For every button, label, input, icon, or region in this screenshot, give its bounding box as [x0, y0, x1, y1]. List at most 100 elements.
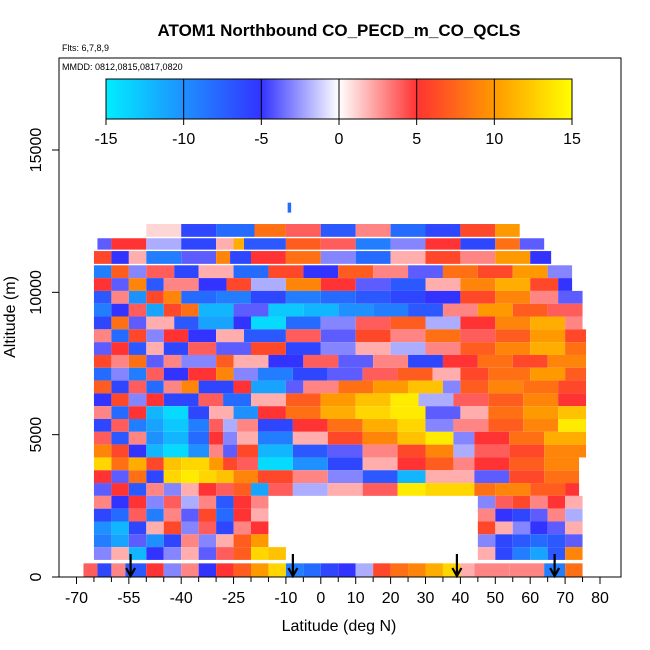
heatmap-cell: [523, 406, 559, 420]
heatmap-cell: [268, 547, 286, 560]
heatmap-cell: [251, 393, 286, 407]
heatmap-cell: [303, 354, 339, 368]
heatmap-cell: [198, 380, 234, 394]
heatmap-cell: [111, 534, 129, 548]
heatmap-cell: [93, 393, 112, 407]
heatmap-cell: [474, 431, 510, 445]
heatmap-cell: [373, 380, 409, 394]
heatmap-cell: [198, 508, 217, 522]
heatmap-cell: [355, 238, 391, 250]
arrow-head: [549, 567, 561, 579]
heatmap-cell: [460, 278, 496, 291]
heatmap-cell: [128, 508, 147, 522]
heatmap-cell: [251, 483, 269, 496]
heatmap-cell: [320, 238, 356, 250]
heatmap-cell: [254, 224, 286, 237]
heatmap-cell: [544, 457, 580, 471]
heatmap-cell: [355, 278, 391, 291]
heatmap-cell: [292, 431, 328, 445]
heatmap-cell: [83, 563, 98, 577]
heatmap-cell: [93, 419, 112, 432]
heatmap-cell: [233, 316, 251, 330]
flight-markers: [125, 554, 561, 579]
heatmap-cell: [509, 431, 545, 445]
heatmap-cell: [425, 251, 461, 264]
heatmap-cell: [418, 393, 454, 407]
chart-title: ATOM1 Northbound CO_PECD_m_CO_QCLS: [157, 21, 520, 40]
heatmap-cell: [338, 303, 374, 317]
heatmap-cell: [146, 238, 182, 250]
heatmap-cell: [268, 483, 293, 496]
heatmap-cell: [111, 444, 129, 458]
heatmap-cell: [163, 393, 199, 407]
heatmap-cell: [355, 224, 391, 237]
heatmap-cell: [477, 521, 496, 535]
heatmap-cell: [425, 457, 454, 471]
heatmap-cell: [544, 431, 587, 445]
heatmap-cell: [128, 495, 147, 509]
heatmap-cell: [146, 224, 182, 237]
heatmap-cell: [93, 380, 112, 394]
heatmap-cell: [233, 238, 245, 250]
heatmap-cell: [216, 224, 255, 237]
dates-label: MMDD: 0812,0815,0817,0820: [62, 62, 183, 72]
heatmap-cell: [111, 508, 129, 522]
heatmap-cell: [181, 534, 199, 548]
heatmap-cell: [268, 303, 304, 317]
heatmap-cell: [146, 393, 164, 407]
heatmap-cell: [181, 457, 210, 471]
heatmap-cell: [128, 470, 147, 484]
heatmap-cell: [425, 483, 475, 496]
heatmap-cell: [128, 380, 147, 394]
heatmap-cell: [163, 483, 182, 496]
heatmap-cell: [198, 316, 234, 330]
heatmap-cell: [251, 251, 286, 264]
arrow-head: [287, 567, 299, 579]
heatmap-cell: [285, 316, 321, 330]
heatmap-cell: [425, 342, 461, 355]
heatmap-cell: [146, 470, 164, 484]
heatmap-cell: [257, 457, 293, 471]
heatmap-cell: [251, 508, 269, 522]
heatmap-cell: [181, 224, 217, 237]
heatmap-cell: [198, 534, 217, 548]
heatmap-cell: [292, 367, 328, 381]
heatmap-cell: [237, 444, 258, 458]
heatmap-cell: [565, 534, 583, 548]
colorbar-tick-label: 10: [485, 131, 503, 148]
heatmap-cell: [93, 444, 112, 458]
heatmap-cell: [198, 265, 234, 279]
colorbar-tick-label: 15: [563, 131, 581, 148]
heatmap-cell: [93, 483, 112, 496]
heatmap-cell: [373, 303, 409, 317]
heatmap-cell: [233, 508, 251, 522]
heatmap-cell: [425, 419, 454, 432]
heatmap-cell: [495, 483, 531, 496]
heatmap-cell: [188, 444, 210, 458]
heatmap-cell: [530, 534, 548, 548]
heatmap-cell: [93, 290, 112, 304]
flight-marker-arrow: [125, 554, 137, 579]
heatmap-cell: [397, 483, 426, 496]
heatmap-cell: [233, 470, 258, 484]
heatmap-cell: [287, 202, 292, 213]
heatmap-cell: [425, 431, 454, 445]
heatmap-cell: [251, 521, 269, 535]
heatmap-cell: [285, 393, 321, 407]
heatmap-cell: [93, 534, 112, 548]
heatmap-cell: [146, 329, 164, 343]
flight-marker-arrow: [549, 554, 561, 579]
heatmap-cell: [146, 303, 164, 317]
heatmap-cell: [565, 508, 583, 522]
heatmap-cell: [390, 563, 409, 577]
heatmap-cell: [93, 406, 112, 420]
x-tick-label: 0: [316, 590, 325, 607]
heatmap-cell: [146, 444, 164, 458]
heatmap-cell: [390, 406, 426, 420]
heatmap-cell: [181, 380, 199, 394]
heatmap-cell: [181, 483, 199, 496]
heatmap-cell: [338, 354, 374, 368]
x-tick-label: -55: [117, 590, 140, 607]
heatmap-cell: [111, 483, 129, 496]
heatmap-cell: [181, 547, 199, 560]
